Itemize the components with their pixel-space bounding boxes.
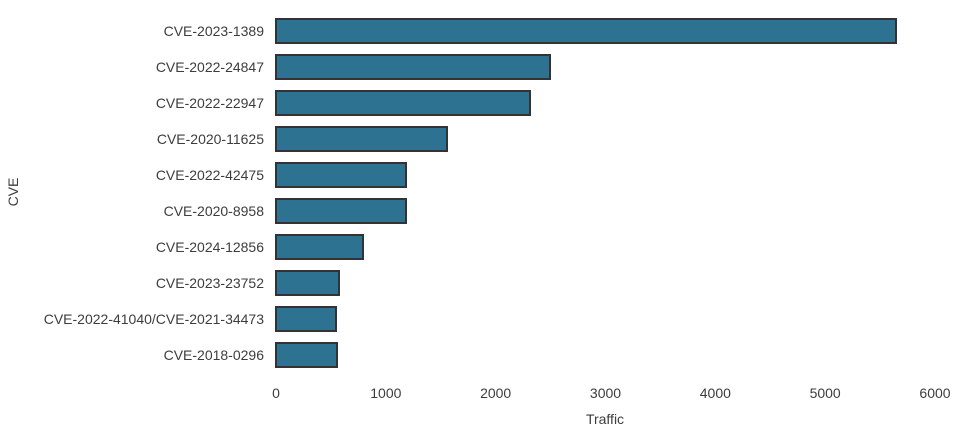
x-tick-label: 2000 [480,385,512,401]
bar [275,18,897,44]
bar [275,234,364,260]
x-tick-label: 1000 [370,385,402,401]
bar [275,90,531,116]
bar [275,162,407,188]
bar [275,342,338,368]
category-label: CVE-2020-11625 [156,131,264,147]
bar [275,306,337,332]
category-label: CVE-2020-8958 [163,203,264,219]
category-label: CVE-2022-24847 [155,59,264,75]
bar [275,270,340,296]
x-tick-label: 0 [272,385,280,401]
bar [275,198,407,224]
category-label: CVE-2018-0296 [163,347,264,363]
x-tick-label: 5000 [809,385,841,401]
x-tick-label: 6000 [919,385,951,401]
category-label: CVE-2022-41040/CVE-2021-34473 [43,311,264,327]
bar [275,54,551,80]
x-tick-label: 4000 [699,385,731,401]
category-label: CVE-2022-42475 [155,167,264,183]
category-label: CVE-2022-22947 [155,95,264,111]
x-axis-title: Traffic [585,411,625,427]
bar [275,126,448,152]
x-tick-label: 3000 [589,385,622,401]
category-label: CVE-2024-12856 [155,239,264,255]
category-label: CVE-2023-1389 [163,23,264,39]
category-label: CVE-2023-23752 [155,275,264,291]
